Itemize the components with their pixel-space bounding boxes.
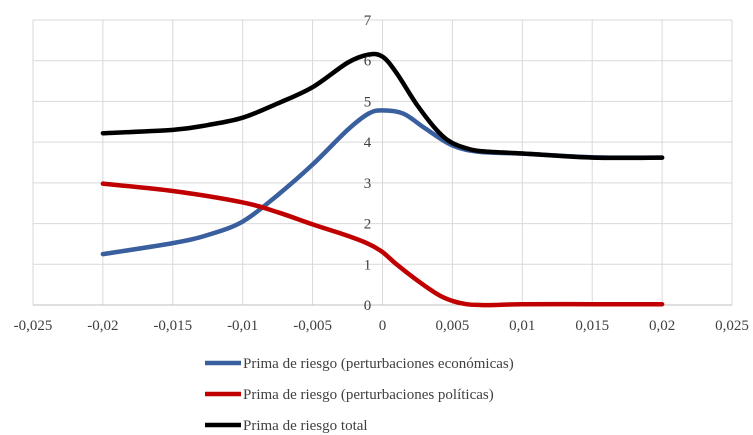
legend-item: Prima de riesgo (perturbaciones económic… xyxy=(205,356,514,372)
x-tick-label: 0,01 xyxy=(509,318,535,334)
legend: Prima de riesgo (perturbaciones económic… xyxy=(205,356,514,434)
tick-labels: 0 1 2 3 4 5 6 7 -0,025 -0,02 -0,015 -0,01 -0,005 0 0,0… xyxy=(14,13,749,334)
legend-label: Prima de riesgo (perturbaciones política… xyxy=(243,387,494,403)
x-tick-label: 0,02 xyxy=(649,318,675,334)
x-tick-label: 0,015 xyxy=(575,318,609,334)
x-tick-label: -0,02 xyxy=(87,318,118,334)
x-tick-label: -0,015 xyxy=(153,318,192,334)
y-tick-label: 5 xyxy=(364,94,372,110)
series-lines xyxy=(100,51,665,308)
x-tick-label: -0,005 xyxy=(293,318,332,334)
y-tick-label: 2 xyxy=(364,217,372,233)
x-tick-label: -0,01 xyxy=(227,318,258,334)
legend-label: Prima de riesgo total xyxy=(243,418,368,434)
x-tick-label: 0,025 xyxy=(715,318,749,334)
y-tick-label: 3 xyxy=(364,176,372,192)
y-tick-label: 1 xyxy=(364,257,372,273)
y-tick-label: 4 xyxy=(364,135,372,151)
y-tick-label: 0 xyxy=(364,298,372,314)
grid xyxy=(32,19,733,305)
x-tick-label: 0 xyxy=(379,318,387,334)
x-tick-label: 0,005 xyxy=(436,318,470,334)
y-tick-label: 7 xyxy=(364,13,372,29)
legend-item: Prima de riesgo (perturbaciones política… xyxy=(205,387,494,403)
x-tick-label: -0,025 xyxy=(14,318,53,334)
series-line-prima-de-riesgo-perturbaciones-politicas xyxy=(100,181,665,308)
series-line-prima-de-riesgo-total xyxy=(100,51,665,161)
y-tick-label: 6 xyxy=(364,54,372,70)
legend-item: Prima de riesgo total xyxy=(205,418,368,434)
legend-label: Prima de riesgo (perturbaciones económic… xyxy=(243,356,514,372)
